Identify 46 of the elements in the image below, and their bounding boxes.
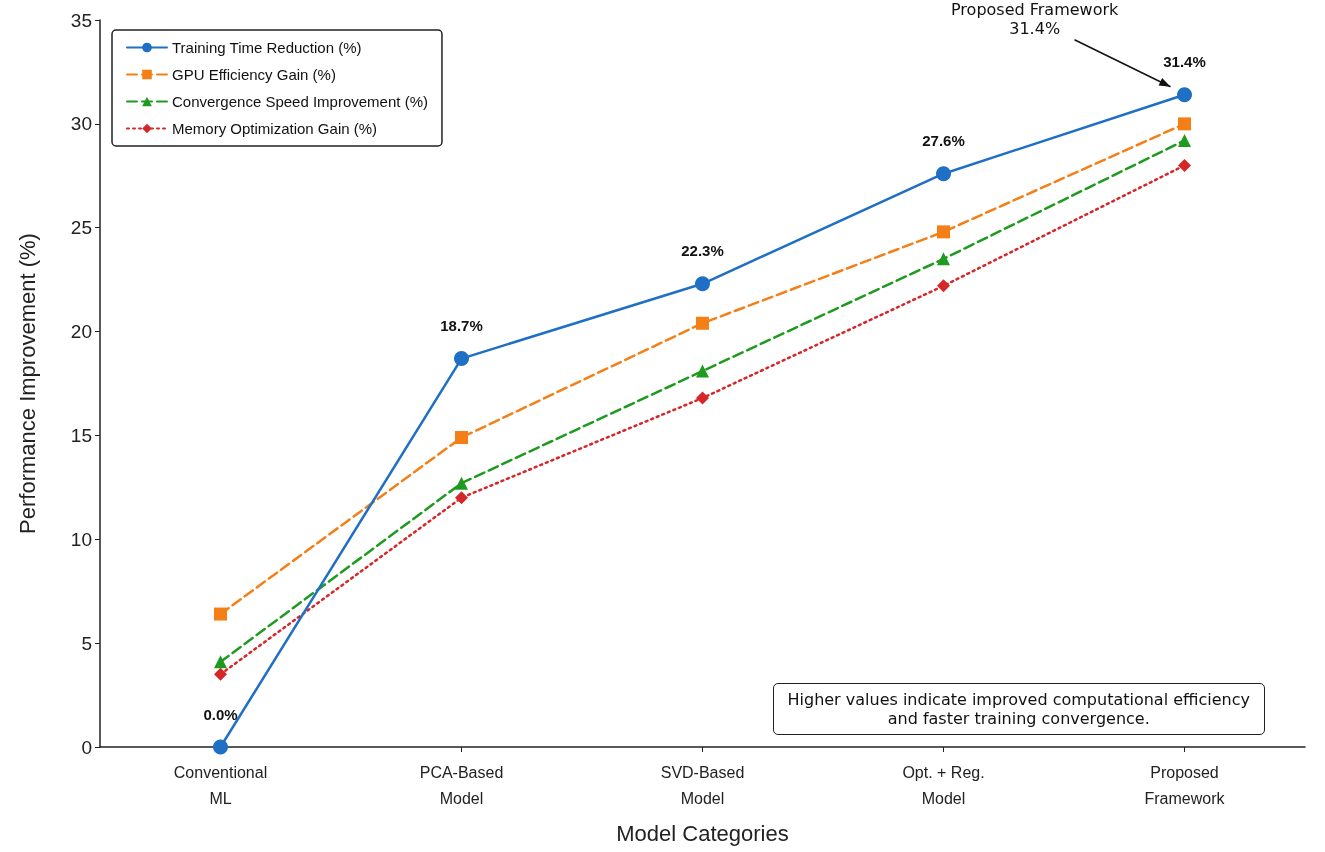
y-tick-label: 30 [70, 113, 92, 135]
point [937, 225, 950, 239]
point [1178, 158, 1191, 172]
point [454, 351, 469, 367]
annotation: Proposed Framework 31.4% [951, 0, 1119, 38]
y-tick-label: 10 [70, 528, 92, 550]
data-label: 27.6% [922, 132, 965, 150]
point [455, 476, 468, 490]
point [696, 391, 709, 405]
x-tick-label: Proposed Framework [1144, 763, 1226, 807]
point [214, 667, 227, 681]
point [1178, 133, 1191, 147]
legend-label: Training Time Reduction (%) [172, 39, 362, 56]
point [937, 279, 950, 293]
point [695, 276, 710, 292]
legend-label: Convergence Speed Improvement (%) [172, 93, 428, 110]
data-label: 31.4% [1163, 53, 1206, 71]
x-axis-title: Model Categories [616, 820, 789, 846]
x-tick-label: SVD-Based Model [660, 763, 745, 807]
data-label: 0.0% [203, 705, 238, 723]
point [696, 364, 709, 378]
point [214, 607, 227, 621]
point [937, 252, 950, 266]
y-tick-label: 0 [81, 736, 92, 758]
point [1177, 87, 1192, 103]
annotation: Higher values indicate improved computational efficiency and faster training convergence. [772, 683, 1265, 735]
x-tick-label: Conventional ML [173, 763, 268, 807]
x-tick-label: Opt. + Reg. Model [902, 763, 985, 807]
point [455, 431, 468, 445]
y-tick-label: 5 [81, 632, 92, 654]
x-tick-label: PCA-Based Model [419, 763, 504, 807]
point [936, 166, 951, 182]
y-tick-label: 15 [70, 424, 92, 446]
point [455, 491, 468, 505]
y-tick-label: 25 [70, 217, 92, 239]
point [213, 739, 228, 755]
data-label: 22.3% [681, 242, 724, 260]
legend-label: GPU Efficiency Gain (%) [172, 66, 336, 83]
legend-label: Memory Optimization Gain (%) [172, 120, 378, 137]
y-axis-title: Performance Improvement (%) [14, 233, 40, 534]
y-tick-label: 35 [70, 9, 92, 31]
y-tick-label: 20 [70, 321, 92, 343]
point [214, 655, 227, 669]
point [696, 316, 709, 330]
data-label: 18.7% [440, 317, 483, 335]
point [1178, 117, 1191, 131]
